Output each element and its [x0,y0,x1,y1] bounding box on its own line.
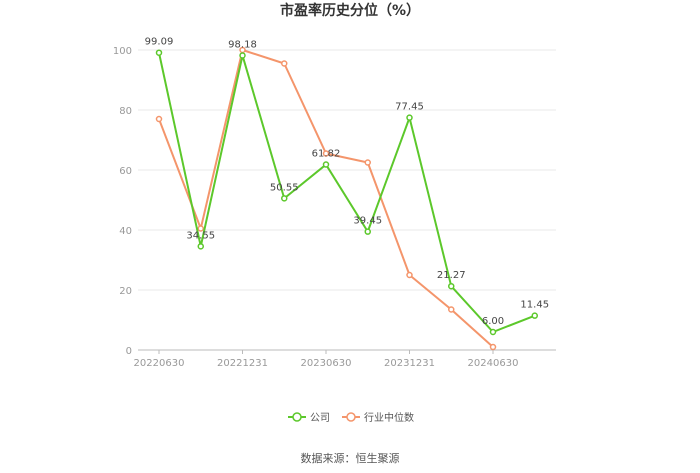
y-tick-label-60: 60 [119,166,132,177]
data-label-20240331: 21.27 [437,270,466,281]
y-axis-ticks: 0 20 40 60 80 100 [113,46,132,357]
series-1-point-20220630 [155,115,163,123]
y-tick-label-100: 100 [113,46,132,57]
series-1-point-20220930 [197,225,204,232]
legend: 公司 行业中位数 [288,411,414,424]
series-0-point-20240630 [489,328,497,336]
x-tick-label-20221231: 20221231 [217,358,268,369]
x-tick-label-20220630: 20220630 [134,358,185,369]
series-layer [155,46,538,351]
series-0-point-20230331 [281,195,288,202]
series-1-point-20230331 [281,60,288,67]
x-tick-label-20230630: 20230630 [301,358,352,369]
grid-lines [138,49,556,291]
data-labels: 99.09 34.55 98.18 50.55 61.82 39.45 77.45 21.27… [145,37,549,327]
series-0-point-20240930 [531,312,538,319]
data-label-20220630: 99.09 [145,37,174,48]
series-0-point-20230930 [364,228,371,235]
data-label-20240930: 11.45 [520,300,549,311]
series-1-point-20230630 [322,150,330,157]
y-tick-label-20: 20 [119,286,132,297]
data-label-20221231: 98.18 [228,39,257,50]
data-label-20231231: 77.45 [395,102,424,113]
data-label-20230630: 61.82 [312,149,341,160]
y-tick-label-0: 0 [126,346,132,357]
data-label-20240630: 6.00 [482,316,504,327]
series-1-point-20240331 [448,306,455,313]
x-tick-label-20240630: 20240630 [468,358,519,369]
series-0-point-20221231 [239,52,246,59]
y-tick-label-80: 80 [119,106,132,117]
data-label-20220930: 34.55 [186,230,215,241]
legend-label-0: 公司 [310,413,330,424]
series-0-point-20231231 [406,114,413,121]
legend-swatch-marker-0 [292,412,302,422]
data-label-20230930: 39.45 [353,216,382,227]
legend-label-1: 行业中位数 [364,411,414,424]
chart-title: 市盈率历史分位（%） [280,2,420,19]
series-0-point-20220630 [155,49,163,56]
source-note: 数据来源：恒生聚源 [301,451,400,465]
series-line-1 [158,49,494,348]
series-line-0 [158,52,536,333]
legend-swatch-marker-1 [346,412,356,422]
x-tick-label-20231231: 20231231 [384,358,435,369]
data-label-20230331: 50.55 [270,182,299,193]
series-1-point-20231231 [406,271,413,279]
series-0-point-20230630 [322,161,330,168]
series-1-point-20230930 [364,159,371,166]
series-0-point-20220930 [197,243,204,250]
x-axis: 20220630 20221231 20230630 20231231 20240630 [134,349,556,369]
series-1-point-20240630 [489,343,497,351]
y-tick-label-40: 40 [119,226,132,237]
series-0-point-20240331 [448,282,455,290]
